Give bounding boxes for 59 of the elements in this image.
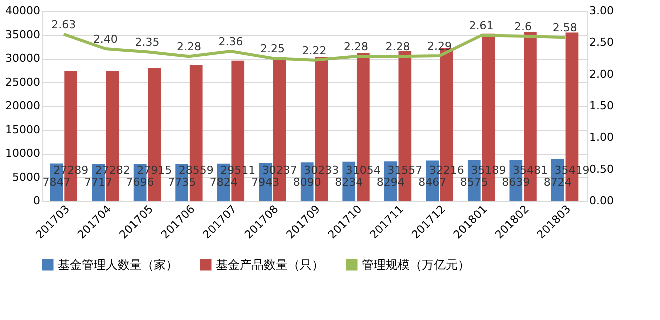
y-tick-label: 35000: [6, 28, 40, 42]
y2-tick-label: 2.00: [590, 68, 614, 81]
y2-tick-label: 1.00: [590, 131, 614, 144]
data-label: 7943: [252, 176, 280, 189]
data-label: 2.36: [218, 36, 244, 49]
data-label: 2.61: [469, 20, 494, 33]
y-tick-label: 40000: [6, 4, 40, 18]
data-label: 2.29: [428, 40, 452, 53]
data-label: 27289: [54, 164, 89, 177]
data-label: 8724: [544, 176, 572, 189]
data-label: 35189: [471, 164, 506, 177]
data-label: 28559: [178, 164, 214, 177]
y-tick-label: 25000: [6, 76, 40, 89]
y-tick-label: 20000: [6, 100, 40, 112]
y-tick-label: 5000: [12, 170, 40, 184]
data-label: 2.63: [52, 18, 76, 32]
y2-tick-label: 2.50: [590, 36, 614, 50]
data-label: 2.6: [514, 20, 532, 34]
y-tick-label: 0: [34, 194, 40, 208]
data-label: 2.28: [386, 40, 410, 54]
data-label: 29511: [220, 164, 256, 177]
line-series: [62, 32, 567, 62]
y2-tick-label: 1.50: [590, 100, 614, 112]
data-label: 8639: [502, 176, 530, 189]
data-label: 2.28: [344, 40, 369, 54]
y-tick-label: 10000: [6, 147, 40, 160]
data-label: 7717: [84, 176, 113, 189]
data-label: 27282: [95, 164, 130, 177]
data-label: 7735: [168, 176, 196, 189]
data-label: 8090: [293, 176, 322, 189]
data-label: 7847: [42, 176, 71, 189]
data-label: 30233: [304, 164, 340, 177]
data-label: 7696: [126, 176, 154, 189]
data-label: 2.40: [93, 33, 118, 46]
data-label: 31557: [388, 164, 423, 177]
data-label: 32216: [429, 164, 464, 177]
data-label: 2.58: [552, 22, 578, 35]
legend-label: 基金产品数量（只）: [216, 258, 324, 272]
data-label: 35481: [512, 164, 548, 177]
y-tick-label: 15000: [6, 123, 40, 136]
data-label: 30237: [262, 164, 298, 177]
y2-tick-label: 0.50: [590, 162, 614, 176]
y2-tick-label: 3.00: [590, 4, 614, 18]
data-label: 31054: [346, 164, 381, 177]
data-label: 8575: [460, 176, 488, 189]
data-label: 7824: [210, 176, 238, 189]
data-label: 2.35: [135, 36, 160, 50]
data-label: 2.25: [260, 42, 285, 56]
data-label: 2.22: [302, 44, 327, 58]
data-label: 2.28: [176, 40, 202, 54]
y-tick-label: 30000: [6, 52, 40, 65]
data-label: 27915: [137, 164, 172, 177]
data-label: 35419: [554, 164, 590, 177]
y2-tick-label: 0.00: [590, 194, 614, 208]
legend-label: 基金管理人数量（家）: [58, 258, 178, 272]
data-label: 8234: [335, 176, 364, 189]
data-label: 8294: [376, 176, 405, 189]
legend-label: 管理规模（万亿元）: [362, 258, 470, 272]
data-label: 8467: [418, 176, 447, 189]
